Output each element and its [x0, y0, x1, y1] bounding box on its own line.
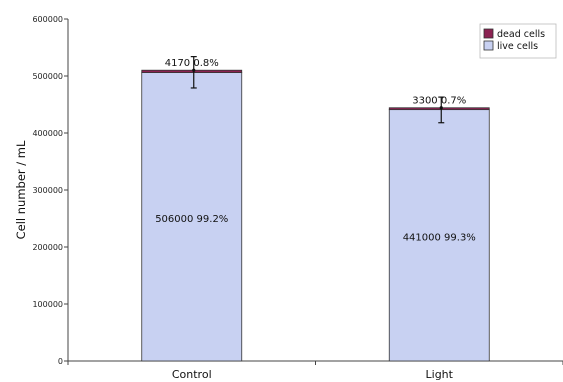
y-tick-label: 400000 — [32, 129, 63, 138]
y-tick-label: 500000 — [32, 72, 63, 81]
y-axis: 0 100000 200000 300000 400000 500000 600000 — [32, 15, 69, 366]
dead-cells-data-label: 4170 0.8% — [165, 58, 219, 69]
dead-cells-data-label: 3300 0.7% — [412, 96, 466, 107]
y-tick-label: 600000 — [32, 15, 63, 24]
y-tick-label: 0 — [58, 357, 63, 366]
data-labels: 506000 99.2% 4170 0.8% 441000 99.3% 3300 0.… — [155, 58, 476, 243]
live-cells-data-label: 441000 99.3% — [403, 232, 476, 243]
error-bars — [190, 56, 445, 124]
bar-live-cells — [141, 72, 243, 362]
bar-dead-cells — [141, 69, 243, 73]
x-axis: Control Light — [67, 360, 563, 381]
y-tick-label: 100000 — [32, 300, 63, 309]
legend-swatch — [483, 28, 494, 39]
x-tick-label: Control — [172, 368, 212, 381]
legend-swatch — [483, 40, 494, 51]
x-tick-label: Light — [426, 368, 454, 381]
y-tick-label: 200000 — [32, 243, 63, 252]
error-bar-center — [192, 68, 196, 72]
bar-live-cells — [388, 109, 490, 362]
legend-label: live cells — [497, 41, 538, 52]
bar-dead-cells — [388, 107, 490, 111]
live-cells-data-label: 506000 99.2% — [155, 214, 228, 225]
error-bar-center — [439, 106, 443, 110]
y-axis-label: Cell number / mL — [14, 140, 28, 239]
bars — [141, 69, 490, 362]
y-tick-label: 300000 — [32, 186, 63, 195]
legend-label: dead cells — [497, 29, 545, 40]
